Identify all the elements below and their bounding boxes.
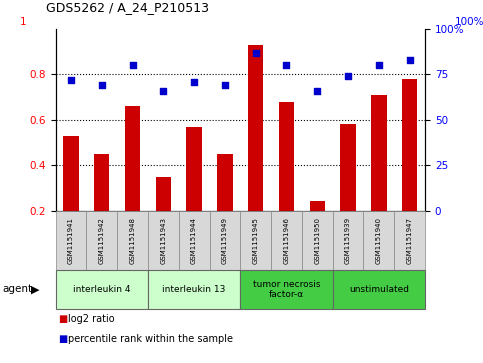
Text: GSM1151946: GSM1151946 — [284, 217, 289, 264]
Point — [159, 88, 167, 94]
Bar — [156, 176, 171, 256]
Point — [190, 79, 198, 85]
Text: percentile rank within the sample: percentile rank within the sample — [68, 334, 233, 344]
Text: 1: 1 — [19, 17, 26, 27]
Text: GSM1151949: GSM1151949 — [222, 217, 228, 264]
Text: 100%: 100% — [455, 17, 483, 27]
Bar — [217, 154, 233, 256]
Bar — [186, 127, 202, 256]
Text: GSM1151948: GSM1151948 — [129, 217, 136, 264]
Text: interleukin 4: interleukin 4 — [73, 285, 130, 294]
Text: GDS5262 / A_24_P210513: GDS5262 / A_24_P210513 — [46, 1, 209, 15]
Point — [313, 88, 321, 94]
Text: GSM1151940: GSM1151940 — [376, 217, 382, 264]
Text: tumor necrosis
factor-α: tumor necrosis factor-α — [253, 280, 320, 299]
Text: GSM1151944: GSM1151944 — [191, 217, 197, 264]
Point — [67, 77, 75, 83]
Bar — [94, 154, 110, 256]
Text: GSM1151945: GSM1151945 — [253, 217, 259, 264]
Bar — [248, 45, 263, 256]
Text: agent: agent — [2, 285, 32, 294]
Bar — [279, 102, 294, 256]
Bar — [371, 95, 386, 256]
Point — [406, 57, 413, 63]
Text: GSM1151941: GSM1151941 — [68, 217, 74, 264]
Text: GSM1151943: GSM1151943 — [160, 217, 166, 264]
Point — [283, 62, 290, 68]
Bar — [63, 136, 79, 256]
Bar — [310, 201, 325, 256]
Text: GSM1151950: GSM1151950 — [314, 217, 320, 264]
Bar — [125, 106, 140, 256]
Bar — [402, 79, 417, 256]
Point — [221, 82, 229, 88]
Text: GSM1151942: GSM1151942 — [99, 217, 105, 264]
Point — [252, 50, 259, 56]
Point — [98, 82, 106, 88]
Text: log2 ratio: log2 ratio — [68, 314, 114, 325]
Point — [375, 62, 383, 68]
Text: interleukin 13: interleukin 13 — [162, 285, 226, 294]
Text: GSM1151939: GSM1151939 — [345, 217, 351, 264]
Point — [344, 73, 352, 79]
Bar — [341, 124, 356, 256]
Text: unstimulated: unstimulated — [349, 285, 409, 294]
Text: ■: ■ — [58, 314, 67, 325]
Text: GSM1151947: GSM1151947 — [407, 217, 412, 264]
Text: ■: ■ — [58, 334, 67, 344]
Text: ▶: ▶ — [31, 285, 40, 294]
Point — [128, 62, 136, 68]
